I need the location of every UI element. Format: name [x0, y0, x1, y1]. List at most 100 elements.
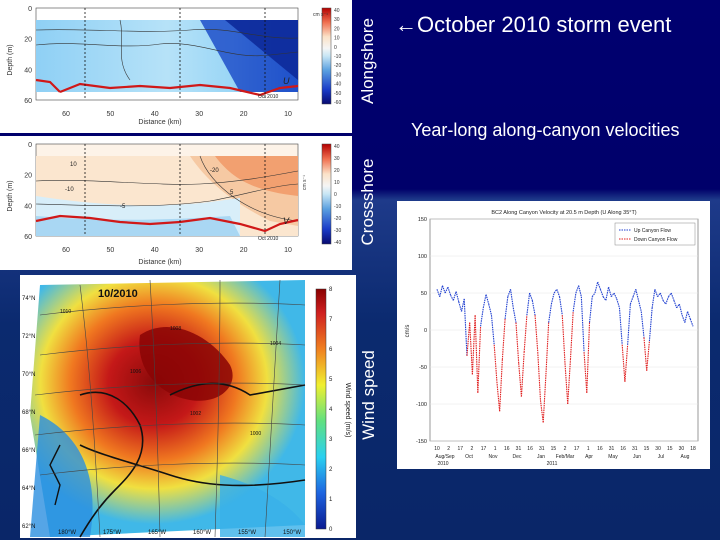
velocity-segment	[507, 289, 512, 297]
x-tick-label: 30	[195, 247, 203, 254]
alongshore-section-chart: U Oct 2010 Distance (km) Depth (m) 60 50 4…	[7, 6, 341, 126]
x-tick-label: 17	[481, 446, 487, 452]
y-axis-label: cm/s	[405, 325, 411, 338]
colorbar-unit: cm s⁻¹	[313, 12, 328, 18]
latitude-label: 64°N	[22, 486, 35, 492]
velocity-segment	[452, 291, 457, 301]
contour-label: -5	[120, 204, 126, 210]
x-tick-label: 15	[644, 446, 650, 452]
colorbar-tick-label: 4	[329, 407, 333, 413]
isobar-label: 1010	[60, 309, 71, 315]
x-tick-label: 1	[587, 446, 590, 452]
month-label: Oct	[465, 454, 473, 460]
colorbar-tick-label: 20	[334, 26, 340, 32]
x-tick-label: 60	[62, 247, 70, 254]
isobar-label: 1000	[250, 431, 261, 437]
x-tick-label: 15	[667, 446, 673, 452]
velocity-segment	[493, 344, 498, 382]
velocity-segment	[485, 294, 490, 305]
velocity-segment	[678, 303, 683, 316]
isobar-label: 1002	[190, 411, 201, 417]
velocity-segment	[488, 303, 493, 316]
y-ticks: 0 20 40 60	[24, 142, 32, 241]
colorbar-ticks: 40 30 20 10 0 -10 -20 -30 -40	[334, 144, 341, 246]
latitude-label: 66°N	[22, 448, 35, 454]
velocity-segment	[637, 300, 642, 312]
wind-map-chart: 10/2010 74°N72°N70°N68°N66°N64°N62°N 180…	[20, 275, 351, 538]
month-label: Aug	[681, 454, 690, 460]
velocity-segment	[444, 286, 449, 294]
colorbar-tick-label: 0	[334, 192, 337, 198]
velocity-series	[436, 281, 694, 423]
velocity-segment	[523, 315, 528, 353]
velocity-segment	[439, 285, 443, 297]
velocity-segment	[681, 315, 686, 323]
colorbar-tick-label: 5	[329, 377, 333, 383]
velocity-segment	[578, 285, 582, 297]
colorbar-ticks: 0 1 2 3 4 5 6 7 8	[329, 287, 333, 533]
annotation-date: Oct 2010	[258, 236, 279, 242]
velocity-segment	[466, 322, 471, 356]
y-tick-label: 40	[24, 203, 32, 210]
longitude-label: 180°W	[58, 530, 76, 536]
colorbar-tick-label: -40	[334, 240, 341, 246]
colorbar-tick-label: -20	[334, 63, 341, 69]
x-tick-label: 17	[457, 446, 463, 452]
velocity-segment	[659, 292, 664, 301]
velocity-segment	[548, 304, 552, 323]
velocity-segment	[640, 311, 645, 338]
y-tick-label: 100	[418, 254, 427, 260]
velocity-segment	[477, 326, 482, 393]
label-crossshore: Crossshore	[358, 158, 377, 246]
x-tick-label: 18	[690, 446, 696, 452]
colorbar-tick-label: 0	[329, 527, 333, 533]
y-tick-label: 0	[28, 142, 32, 149]
wind-map-panel: 10/2010 74°N 72°N 70°N 68°N 66°N 64°N 62°N 180…	[20, 275, 356, 538]
velocity-segment	[689, 318, 694, 327]
velocity-segment	[469, 322, 473, 375]
velocity-segment	[635, 289, 640, 301]
contour-label: -10	[65, 187, 74, 193]
x-ticks: 60 50 40 30 20 10	[62, 247, 292, 254]
legend-down-label: Down Canyon Flow	[634, 237, 678, 243]
isobar-label: 1008	[170, 326, 181, 332]
legend-up-label: Up Canyon Flow	[634, 228, 671, 234]
y-tick-label: -50	[419, 365, 427, 371]
x-tick-label: 16	[620, 446, 626, 452]
alongshore-section-panel: U Oct 2010 Distance (km) Depth (m) 60 50 4…	[0, 0, 352, 133]
month-label: May	[608, 454, 618, 460]
colorbar-tick-label: 6	[329, 347, 333, 353]
velocity-segment	[676, 303, 680, 309]
velocity-segment	[463, 298, 468, 356]
velocity-segment	[542, 374, 547, 423]
wind-field	[30, 280, 305, 537]
velocity-segment	[621, 344, 626, 382]
contour-label: 5	[230, 190, 234, 196]
velocity-segment	[504, 296, 509, 319]
velocity-segment	[613, 292, 618, 300]
wind-colorbar	[315, 288, 327, 530]
y-tick-label: 60	[24, 98, 32, 105]
velocity-segment	[618, 307, 623, 345]
velocity-segment	[441, 285, 446, 294]
slide-title: ←October 2010 storm event	[395, 12, 715, 38]
y-tick-label: 20	[24, 37, 32, 44]
velocity-segment	[534, 315, 539, 353]
velocity-segment	[687, 311, 691, 320]
x-ticks: 60 50 40 30 20 10	[62, 111, 292, 118]
colorbar-tick-label: 0	[334, 45, 337, 51]
year-labels: 2010 2011	[437, 461, 557, 467]
velocity-segment	[575, 285, 580, 294]
velocity-segment	[665, 296, 670, 305]
slide-subtitle: Year-long along-canyon velocities	[411, 120, 680, 140]
colorbar-tick-label: 8	[329, 287, 333, 293]
colorbar-tick-label: 1	[329, 497, 333, 503]
velocity-segment	[673, 300, 678, 308]
colorbar-tick-label: 30	[334, 17, 340, 23]
colorbar	[321, 7, 332, 105]
velocity-segment	[591, 292, 596, 298]
velocity-segment	[586, 322, 591, 393]
x-tick-label: 10	[434, 446, 440, 452]
x-tick-label: 20	[240, 111, 248, 118]
month-label: Jul	[658, 454, 664, 460]
